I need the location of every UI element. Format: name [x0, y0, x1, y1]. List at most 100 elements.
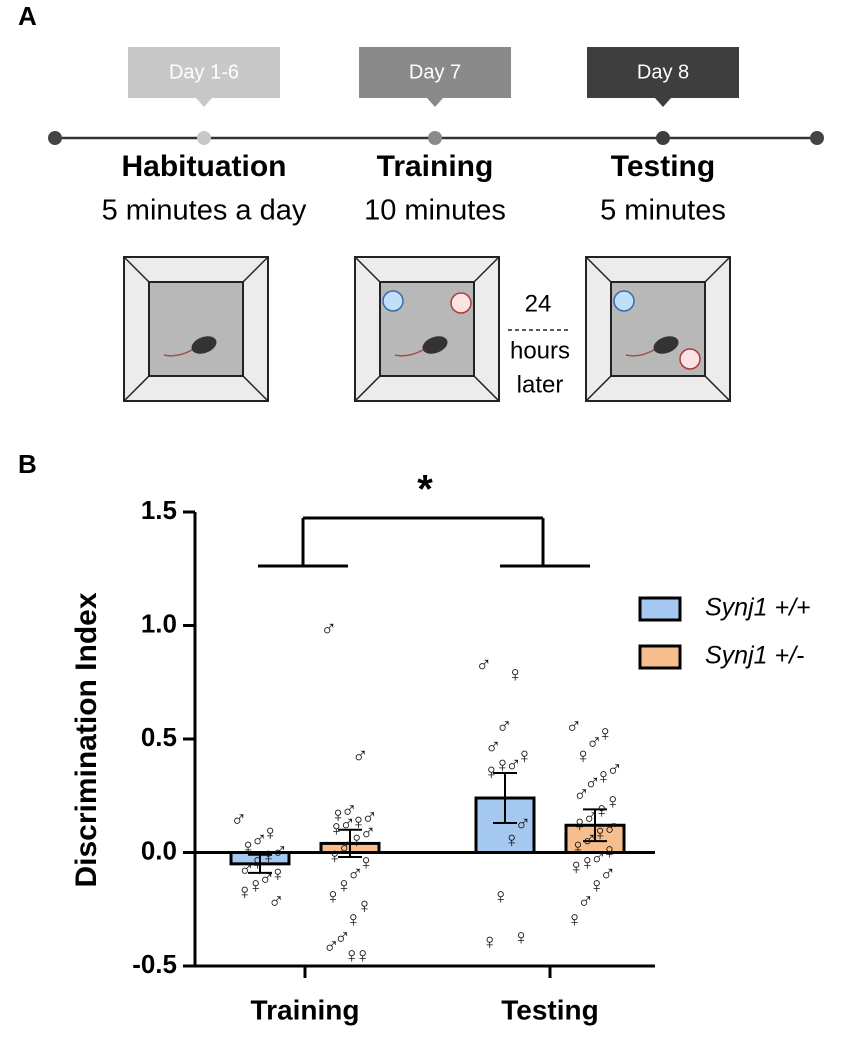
data-point: ♀ [507, 661, 524, 686]
data-point: ♀ [345, 906, 362, 931]
data-point: ♀ [270, 861, 287, 886]
data-point: ♀ [513, 925, 530, 950]
data-point: ♂ [566, 713, 583, 738]
object [450, 292, 472, 314]
timeline-dot [197, 131, 211, 145]
data-point: ♂ [231, 807, 248, 832]
day-box [128, 47, 280, 98]
data-point: ♀ [588, 872, 605, 897]
legend-label: Synj1 +/- [705, 642, 804, 670]
y-tick-label: 1.5 [141, 495, 177, 525]
timeline-dot [656, 131, 670, 145]
timeline-end [48, 131, 62, 145]
data-point: ♂ [271, 838, 288, 863]
data-point: ♂ [238, 856, 255, 881]
data-point: ♂ [352, 743, 369, 768]
y-tick-label: 0.0 [141, 835, 177, 865]
legend-swatch [638, 644, 682, 670]
data-point: ♀ [236, 879, 253, 904]
day-label: Day 1-6 [169, 61, 239, 83]
error-bar [493, 772, 517, 824]
data-point: ♂ [321, 616, 338, 641]
data-point: ♂ [584, 770, 601, 795]
error-bar [583, 808, 607, 843]
data-point: ♀ [325, 884, 342, 909]
data-point: ♀ [504, 827, 521, 852]
object [382, 290, 404, 312]
data-point: ♀ [592, 820, 609, 845]
timeline-dot [428, 131, 442, 145]
object [679, 348, 701, 370]
data-point: ♀ [349, 827, 366, 852]
significance-bracket [258, 516, 590, 568]
data-point: ♀ [328, 816, 345, 841]
mouse [422, 336, 448, 354]
data-point: ♂ [347, 861, 364, 886]
data-point: ♀ [483, 759, 500, 784]
delay-text: hours [510, 337, 570, 364]
stage-name: Testing [611, 150, 715, 183]
mouse [191, 336, 217, 354]
data-point: ♀ [330, 802, 347, 827]
data-point: ♀ [249, 850, 266, 875]
mouse [653, 336, 679, 354]
panel-label: B [18, 449, 37, 479]
data-point: ♀ [356, 893, 373, 918]
day-box [587, 47, 739, 98]
day-pointer [196, 98, 212, 107]
data-point: ♀ [579, 850, 596, 875]
data-point: ♀ [248, 872, 265, 897]
stage-name: Training [377, 150, 494, 183]
data-point: ♂ [496, 713, 513, 738]
data-point: ♀ [568, 854, 585, 879]
data-point: ♂ [586, 729, 603, 754]
data-point: ♂ [341, 797, 358, 822]
data-point: ♂ [581, 827, 598, 852]
data-point: ♀ [566, 906, 583, 931]
legend-label: Synj1 +/+ [705, 594, 811, 622]
data-point: ♀ [595, 763, 612, 788]
legend-swatch [638, 596, 682, 622]
arena-floor [148, 281, 244, 377]
data-point: ♀ [240, 834, 257, 859]
panel-label: A [18, 1, 37, 31]
data-point: ♀ [326, 843, 343, 868]
data-point: ♂ [583, 804, 600, 829]
data-point: ♂ [361, 804, 378, 829]
data-point: ♂ [606, 757, 623, 782]
data-point: ♀ [493, 884, 510, 909]
data-point: ♀ [481, 929, 498, 954]
data-point: ♂ [505, 752, 522, 777]
day-label: Day 8 [637, 61, 689, 83]
data-point: ♂ [573, 782, 590, 807]
data-point: ♀ [350, 809, 367, 834]
y-tick-label: -0.5 [132, 949, 177, 979]
data-point: ♂ [515, 811, 532, 836]
data-point: ♀ [494, 752, 511, 777]
day-box [359, 47, 511, 98]
stage-name: Habituation [122, 150, 287, 183]
arena-walls [354, 256, 500, 402]
data-point: ♂ [323, 934, 340, 959]
data-point: ♂ [485, 734, 502, 759]
data-point: ♂ [476, 652, 493, 677]
day-label: Day 7 [409, 61, 461, 83]
arena-walls [123, 256, 269, 402]
arena-walls [585, 256, 731, 402]
data-point: ♀ [570, 834, 587, 859]
mouse-tail [163, 349, 193, 357]
data-point: ♂ [251, 827, 268, 852]
data-point: ♂ [338, 834, 355, 859]
data-point: ♂ [590, 845, 607, 870]
data-point: ♀ [605, 788, 622, 813]
error-bar [248, 853, 272, 874]
timeline-end [810, 131, 824, 145]
data-point: ♂ [259, 866, 276, 891]
data-point: ♀ [594, 797, 611, 822]
data-point: ♂ [577, 888, 594, 913]
stage-duration: 5 minutes [600, 195, 726, 227]
error-bar [338, 828, 362, 859]
data-point: ♀ [260, 843, 277, 868]
data-point: ♂ [268, 888, 285, 913]
